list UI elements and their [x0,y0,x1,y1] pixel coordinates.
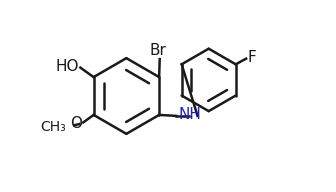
Text: CH₃: CH₃ [40,120,66,134]
Text: F: F [248,50,256,65]
Text: Br: Br [150,43,167,58]
Text: NH: NH [179,107,202,122]
Text: HO: HO [56,59,79,74]
Text: O: O [70,116,82,131]
